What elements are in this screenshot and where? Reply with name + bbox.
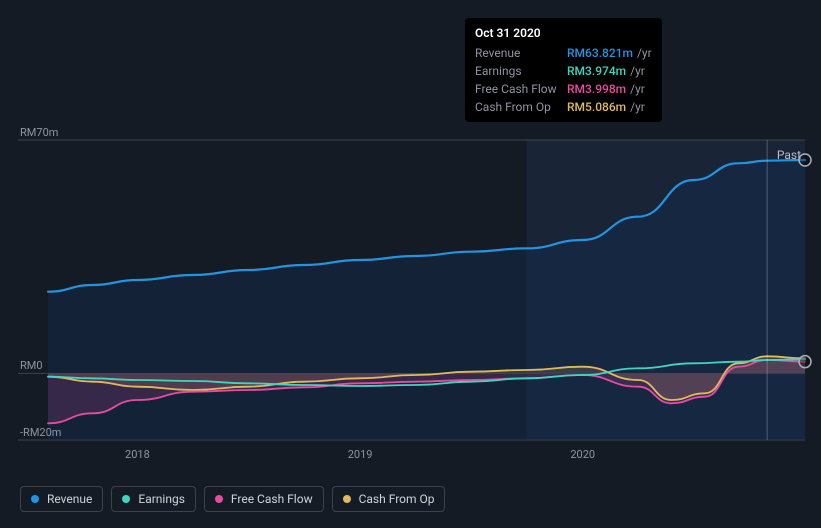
tooltip-row-value: RM3.998m bbox=[567, 80, 626, 98]
tooltip-row-label: Cash From Op bbox=[475, 98, 567, 116]
tooltip-row: Free Cash FlowRM3.998m/yr bbox=[475, 80, 652, 98]
tooltip-row-label: Earnings bbox=[475, 62, 567, 80]
tooltip-row-unit: /yr bbox=[630, 80, 645, 98]
chart-canvas[interactable] bbox=[0, 0, 821, 524]
tooltip-row-label: Revenue bbox=[475, 44, 567, 62]
x-axis-tick-label: 2018 bbox=[125, 448, 150, 461]
legend-dot-icon bbox=[122, 495, 130, 503]
tooltip-row: Cash From OpRM5.086m/yr bbox=[475, 98, 652, 116]
x-axis-tick-label: 2019 bbox=[348, 448, 373, 461]
tooltip-row-value: RM5.086m bbox=[567, 98, 626, 116]
legend-item-cashop[interactable]: Cash From Op bbox=[332, 486, 446, 512]
legend-label: Cash From Op bbox=[359, 492, 435, 506]
financial-chart bbox=[0, 0, 821, 524]
legend-label: Revenue bbox=[47, 492, 92, 506]
tooltip-row-unit: /yr bbox=[637, 44, 652, 62]
y-axis-tick-label: -RM20m bbox=[20, 426, 61, 439]
legend-dot-icon bbox=[215, 495, 223, 503]
tooltip-row-value: RM3.974m bbox=[567, 62, 626, 80]
tooltip-row-unit: /yr bbox=[630, 98, 645, 116]
legend-label: Free Cash Flow bbox=[231, 492, 313, 506]
y-axis-tick-label: RM0 bbox=[20, 359, 43, 372]
x-axis-tick-label: 2020 bbox=[570, 448, 595, 461]
legend-dot-icon bbox=[343, 495, 351, 503]
tooltip-row-unit: /yr bbox=[630, 62, 645, 80]
legend-item-revenue[interactable]: Revenue bbox=[20, 486, 103, 512]
legend-label: Earnings bbox=[138, 492, 185, 506]
tooltip-row-label: Free Cash Flow bbox=[475, 80, 567, 98]
legend-item-fcf[interactable]: Free Cash Flow bbox=[204, 486, 324, 512]
tooltip-row: EarningsRM3.974m/yr bbox=[475, 62, 652, 80]
tooltip-row: RevenueRM63.821m/yr bbox=[475, 44, 652, 62]
legend-dot-icon bbox=[31, 495, 39, 503]
chart-tooltip: Oct 31 2020 RevenueRM63.821m/yrEarningsR… bbox=[465, 18, 662, 122]
chart-legend: Revenue Earnings Free Cash Flow Cash Fro… bbox=[20, 486, 445, 512]
past-label: Past bbox=[777, 148, 801, 162]
legend-item-earnings[interactable]: Earnings bbox=[111, 486, 196, 512]
tooltip-row-value: RM63.821m bbox=[567, 44, 633, 62]
tooltip-date: Oct 31 2020 bbox=[475, 24, 652, 42]
y-axis-tick-label: RM70m bbox=[20, 126, 58, 139]
